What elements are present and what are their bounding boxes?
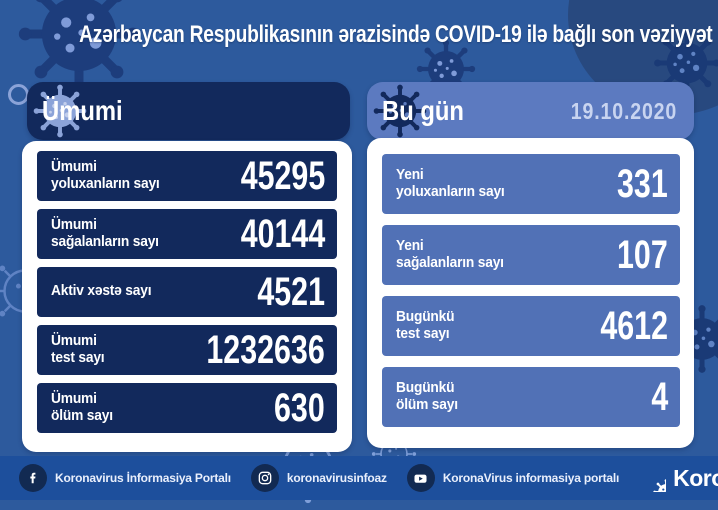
footer: Koronavirus İnformasiya Portalı koronavi… [0,456,718,500]
instagram-label: koronavirusinfoaz [286,471,387,485]
stat-label: Ümumi ölüm sayı [51,390,113,424]
panel-umumi: Ümumi Ümumi yoluxanların sayı 45295 Ümum… [22,82,352,452]
stat-label: Bugünkü ölüm sayı [396,379,458,413]
page-title-text: Azərbaycan Respublikasının ərazisində CO… [79,21,713,48]
instagram-link[interactable]: koronavirusinfoaz [250,464,387,492]
stat-row-today-tests: Bugünkü test sayı 4612 [382,296,680,356]
stat-value: 630 [274,386,325,430]
panel-bugun: Bu gün 19.10.2020 Yeni yoluxanların sayı… [367,82,694,448]
instagram-icon [250,464,279,492]
stat-label: Aktiv xəstə sayı [51,283,152,300]
stat-value: 1232636 [206,328,325,372]
report-date: 19.10.2020 [570,97,677,124]
stat-value: 4612 [600,304,668,348]
stat-label: Ümumi sağalanların sayı [51,216,159,250]
stat-value: 4521 [257,270,325,314]
koronavirus-info-logo: KoronaVirus info [639,465,718,492]
page-title: Azərbaycan Respublikasının ərazisində CO… [0,21,718,49]
stat-label: Ümumi yoluxanların sayı [51,158,160,192]
facebook-icon [19,464,47,492]
stat-label: Ümumi test sayı [51,332,105,366]
stat-value: 331 [617,162,668,206]
brand-name: KoronaVirus [673,464,718,491]
stat-value: 40144 [240,212,325,256]
panel-bugun-card: Yeni yoluxanların sayı 331 Yeni sağalanl… [367,138,694,448]
virus-sun-icon [639,465,666,492]
stat-row-total-deaths: Ümumi ölüm sayı 630 [37,383,337,433]
stat-row-active-cases: Aktiv xəstə sayı 4521 [37,267,337,317]
stat-row-total-tests: Ümumi test sayı 1232636 [37,325,337,375]
stat-value: 107 [617,233,668,277]
stat-row-new-infected: Yeni yoluxanların sayı 331 [382,154,680,214]
youtube-label: KoronaVirus informasiya portalı [442,471,620,485]
stat-value: 4 [651,375,668,419]
stat-label: Yeni yoluxanların sayı [396,166,505,200]
stat-row-total-recovered: Ümumi sağalanların sayı 40144 [37,209,337,259]
stat-value: 45295 [240,154,325,198]
panel-umumi-card: Ümumi yoluxanların sayı 45295 Ümumi sağa… [22,141,352,452]
panel-bugun-header: Bu gün 19.10.2020 [367,82,694,140]
facebook-label: Koronavirus İnformasiya Portalı [55,471,231,485]
panel-umumi-header: Ümumi [27,82,350,140]
youtube-icon [406,464,435,492]
panel-bugun-title: Bu gün [382,95,464,126]
stat-label: Yeni sağalanların sayı [396,237,504,271]
panel-umumi-title: Ümumi [42,95,123,126]
stat-row-total-infected: Ümumi yoluxanların sayı 45295 [37,151,337,201]
stat-label: Bugünkü test sayı [396,308,455,342]
stat-row-new-recovered: Yeni sağalanların sayı 107 [382,225,680,285]
facebook-link[interactable]: Koronavirus İnformasiya Portalı [19,464,231,492]
stat-row-today-deaths: Bugünkü ölüm sayı 4 [382,367,680,427]
youtube-link[interactable]: KoronaVirus informasiya portalı [406,464,620,492]
